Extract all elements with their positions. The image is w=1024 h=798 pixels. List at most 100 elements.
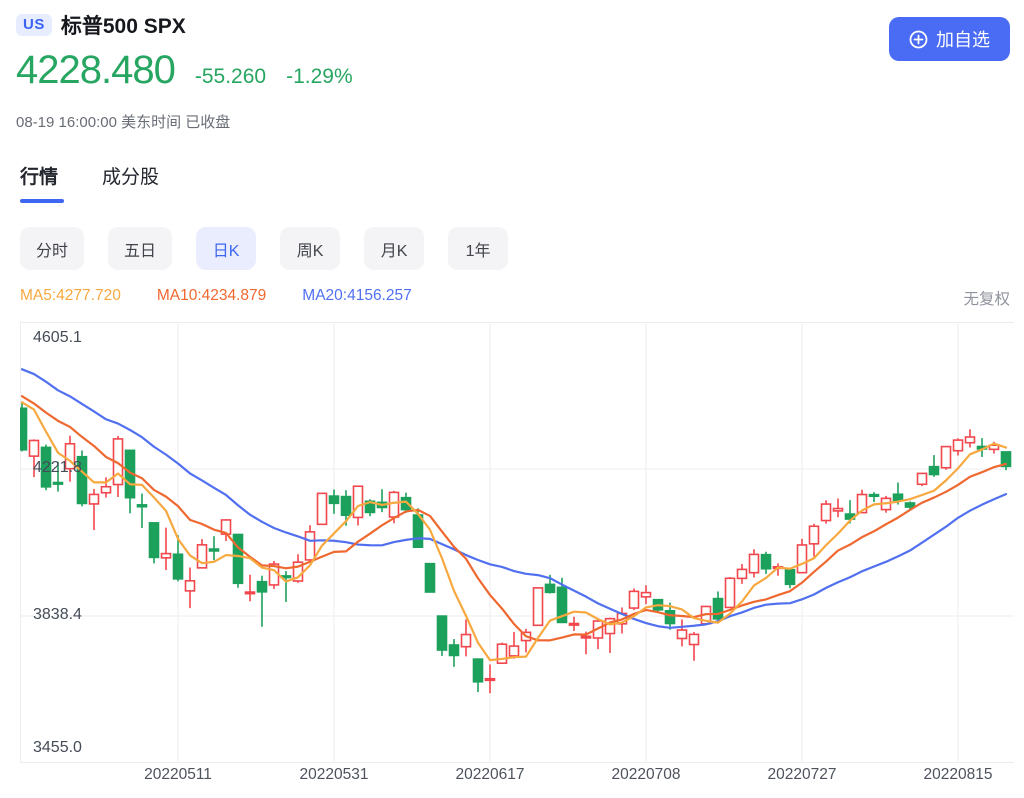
price-change: -55.260 xyxy=(194,65,267,88)
candle-body xyxy=(100,485,112,494)
candle-body xyxy=(436,615,448,651)
period-daily-k[interactable]: 日K xyxy=(196,227,257,270)
ma5-value: MA5:4277.720 xyxy=(20,287,121,304)
market-status-line: 08-19 16:00:00 美东时间 已收盘 xyxy=(16,114,231,131)
candle-body xyxy=(808,525,820,545)
kline-chart[interactable] xyxy=(20,322,1014,763)
candle-body xyxy=(820,503,832,522)
candle-body xyxy=(988,444,1000,451)
period-intraday[interactable]: 分时 xyxy=(20,227,85,270)
candle-body xyxy=(20,407,28,451)
candle-body xyxy=(316,492,328,526)
ma-indicator-row: MA5:4277.720 MA10:4234.879 MA20:4156.257 xyxy=(20,287,412,305)
candle-body xyxy=(736,568,748,580)
candle-body xyxy=(208,548,220,552)
tab-bar: 行情 成分股 xyxy=(20,162,159,189)
price-change-percent: -1.29% xyxy=(286,65,353,88)
candle-body xyxy=(556,586,568,624)
candle-body xyxy=(640,591,652,598)
candle-body xyxy=(724,577,736,609)
candle-body xyxy=(256,580,268,593)
period-monthly-k[interactable]: 月K xyxy=(364,227,425,270)
x-axis-tick: 20220617 xyxy=(455,766,525,783)
x-axis-tick: 20220511 xyxy=(144,766,212,783)
tab-quotes[interactable]: 行情 xyxy=(20,167,59,188)
candle-body xyxy=(664,609,676,625)
x-axis-tick: 20220708 xyxy=(611,766,681,783)
candle-body xyxy=(796,544,808,574)
candle-body xyxy=(64,442,76,470)
last-price: 4228.480 xyxy=(16,48,176,92)
candle-body xyxy=(472,658,484,683)
candle-body xyxy=(172,553,184,580)
candle-body xyxy=(760,553,772,570)
candle-body xyxy=(184,580,196,592)
ma20-line xyxy=(20,368,1008,629)
x-axis-tick: 20220531 xyxy=(299,766,369,783)
price-row: 4228.480 -55.260 -1.29% xyxy=(16,48,353,93)
y-axis-tick: 4221.8 xyxy=(33,458,82,476)
page-title: 标普500 SPX xyxy=(60,15,186,38)
active-tab-underline xyxy=(20,199,64,203)
candle-body xyxy=(892,493,904,502)
candle-body xyxy=(424,562,436,593)
adjustment-mode-label[interactable]: 无复权 xyxy=(963,291,1010,308)
ma10-line xyxy=(20,395,1008,642)
candle-body xyxy=(964,436,976,444)
ma5-line xyxy=(20,401,1008,662)
ma10-value: MA10:4234.879 xyxy=(156,287,267,304)
candle-body xyxy=(400,496,412,511)
kline-chart-region[interactable]: 4605.1 4221.8 3838.4 3455.0 20220511 20220531… xyxy=(0,322,1024,798)
candle-body xyxy=(832,507,844,512)
candle-body xyxy=(148,522,160,559)
tab-constituents[interactable]: 成分股 xyxy=(102,167,160,188)
candle-body xyxy=(580,635,592,639)
candle-body xyxy=(460,633,472,648)
x-axis-tick: 20220815 xyxy=(923,766,993,783)
candle-body xyxy=(952,439,964,452)
candle-body xyxy=(508,645,520,657)
y-axis-tick: 3838.4 xyxy=(33,605,82,623)
period-1year[interactable]: 1年 xyxy=(448,227,509,270)
ma20-value: MA20:4156.257 xyxy=(302,287,412,304)
candle-body xyxy=(232,533,244,585)
candle-body xyxy=(340,495,352,517)
period-weekly-k[interactable]: 周K xyxy=(280,227,341,270)
candle-body xyxy=(496,643,508,664)
candle-body xyxy=(196,544,208,569)
candle-body xyxy=(28,439,40,457)
candle-body xyxy=(916,472,928,486)
candle-body xyxy=(40,446,52,488)
add-watchlist-label: 加自选 xyxy=(936,30,990,50)
candle-body xyxy=(412,514,424,548)
candle-body xyxy=(160,552,172,559)
candle-body xyxy=(352,485,364,519)
period-5day[interactable]: 五日 xyxy=(108,227,173,270)
candle-body xyxy=(928,465,940,476)
market-badge: US xyxy=(16,14,52,36)
add-watchlist-button[interactable]: 加自选 xyxy=(889,17,1010,61)
candle-body xyxy=(904,502,916,508)
candle-body xyxy=(136,504,148,508)
candle-body xyxy=(940,445,952,469)
candle-body xyxy=(676,629,688,640)
candle-body xyxy=(628,590,640,609)
candle-body xyxy=(88,493,100,505)
candle-body xyxy=(388,491,400,518)
candle-body xyxy=(1000,451,1012,468)
y-axis-tick: 3455.0 xyxy=(33,739,82,756)
candle-body xyxy=(712,597,724,620)
candle-body xyxy=(604,617,616,635)
candle-body xyxy=(52,481,64,485)
candle-body xyxy=(304,531,316,561)
candle-body xyxy=(868,493,880,498)
title-row: US 标普500 SPX xyxy=(16,10,186,40)
candle-body xyxy=(784,568,796,586)
x-axis-tick: 20220727 xyxy=(767,766,837,783)
candle-body xyxy=(448,644,460,657)
candle-body xyxy=(244,591,256,595)
candle-body xyxy=(856,493,868,514)
plus-circle-icon xyxy=(909,30,928,49)
candle-body xyxy=(328,495,340,505)
